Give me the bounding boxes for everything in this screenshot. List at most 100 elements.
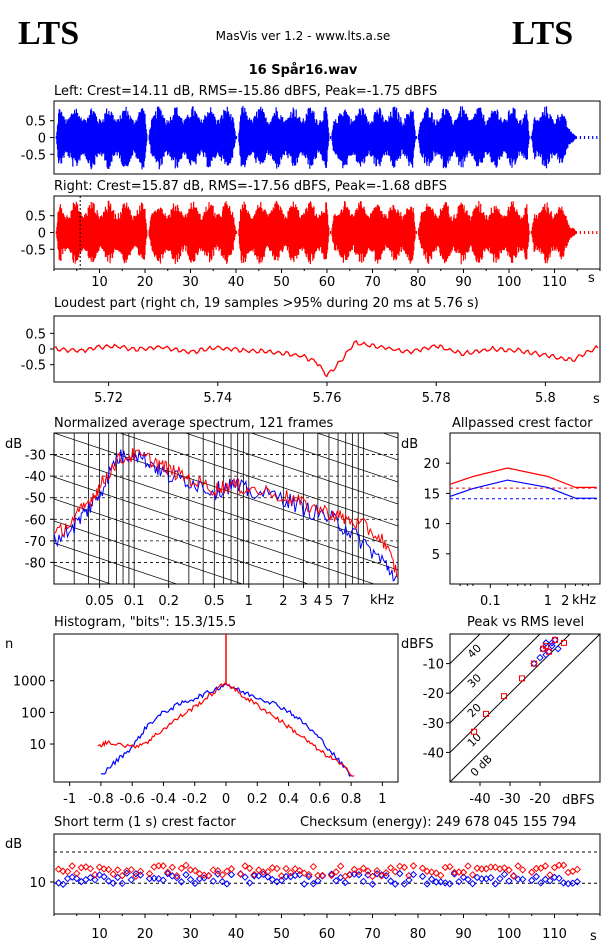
spectrum-frame [53, 432, 399, 585]
allpass-y-unit: dB [401, 437, 418, 452]
wave-xtick-label: 90 [455, 275, 472, 290]
shortterm-right-point [487, 863, 495, 871]
shortterm-right-point [555, 861, 563, 869]
shortterm-left-point [305, 872, 313, 881]
loudest-ytick-label: -0.5 [21, 359, 46, 374]
histogram-xtick-label: 1 [378, 792, 386, 807]
shortterm-xtick-label: 110 [542, 927, 567, 942]
shortterm-left-point [464, 875, 472, 884]
shortterm-left-point [227, 870, 236, 879]
shortterm-right-point [223, 867, 231, 875]
shortterm-right-point [68, 862, 76, 870]
wave-xtick-label: 30 [182, 275, 199, 290]
shortterm-left-point [532, 872, 541, 881]
shortterm-xtick-label: 40 [228, 927, 245, 942]
shortterm-left-point [173, 873, 181, 882]
wave-xtick-label: 40 [228, 275, 245, 290]
shortterm-right-point [154, 862, 163, 870]
shortterm-left-point [500, 870, 509, 879]
shortterm-left-point [341, 878, 349, 887]
shortterm-right-point [113, 866, 122, 874]
right-wave-trace [55, 200, 598, 265]
left-wave-path [55, 105, 598, 170]
peakrms-diag-label: 30 [465, 671, 484, 690]
spectrum-slope-line [54, 498, 310, 584]
allpass-left-trace [449, 479, 597, 499]
checksum-text: Checksum (energy): 249 678 045 155 794 [300, 815, 576, 830]
shortterm-right-point [318, 871, 327, 880]
histogram-y-unit: n [5, 637, 13, 652]
peakrms-crest-line [450, 634, 481, 665]
loudest-label: Loudest part (right ch, 19 samples >95% … [54, 296, 479, 311]
shortterm-right-point [377, 872, 386, 880]
shortterm-right-point [382, 869, 390, 877]
spectrum-ytick-label: -50 [25, 492, 46, 507]
shortterm-label: Short term (1 s) crest factor [54, 815, 236, 830]
shortterm-right-point [104, 865, 113, 874]
shortterm-right-point [159, 862, 167, 870]
shortterm-left-point [118, 879, 126, 888]
shortterm-left-point [159, 876, 167, 884]
shortterm-left-point [400, 880, 409, 888]
shortterm-right-point [86, 864, 95, 873]
loudest-x-unit: s [593, 392, 600, 407]
shortterm-right-point [509, 872, 518, 880]
logo-right: LTS [512, 15, 573, 52]
spectrum-xtick-label: 1 [245, 594, 253, 609]
shortterm-right-point [309, 862, 318, 871]
spectrum-ytick-label: -70 [25, 535, 46, 550]
spectrum-y-unit: dB [5, 437, 22, 452]
shortterm-right-point [409, 862, 418, 870]
shortterm-left-point [259, 870, 268, 879]
shortterm-left-point [359, 877, 368, 886]
allpass-ytick-label: 20 [423, 457, 440, 472]
shortterm-right-point [182, 861, 190, 870]
loudest-trace [53, 340, 599, 378]
shortterm-left-point [468, 879, 477, 888]
shortterm-right-point [264, 867, 272, 876]
shortterm-left-point [200, 874, 208, 882]
shortterm-right-point [559, 861, 568, 869]
shortterm-right-point [118, 871, 126, 880]
allpass-ytick-label: 10 [423, 518, 440, 533]
allpass-frame [449, 432, 601, 585]
shortterm-left-point [300, 880, 308, 888]
right-wave-label: Right: Crest=15.87 dB, RMS=-17.56 dBFS, … [54, 179, 447, 194]
shortterm-left-point [327, 870, 336, 878]
shortterm-right-point [236, 870, 245, 878]
shortterm-right-point [314, 871, 322, 880]
shortterm-xtick-label: 50 [273, 927, 290, 942]
shortterm-left-point [496, 874, 504, 883]
shortterm-left-point [223, 880, 231, 888]
peakrms-frame [449, 633, 601, 783]
shortterm-right-point [277, 872, 286, 880]
shortterm-left-point [518, 875, 527, 884]
shortterm-right-point [500, 864, 509, 872]
shortterm-left-point [418, 872, 427, 881]
shortterm-right-point [218, 871, 227, 879]
peakrms-x-unit: dBFS [562, 793, 595, 808]
shortterm-left-point [368, 880, 377, 888]
spectrum-xtick-label: 0.1 [124, 594, 145, 609]
shortterm-left-point [514, 875, 522, 884]
shortterm-right-point [241, 862, 249, 870]
loudest-xtick-label: 5.72 [94, 391, 123, 406]
shortterm-right-point [200, 871, 208, 879]
allpass-ytick-label: 5 [432, 548, 440, 563]
left-wave-trace [55, 105, 598, 170]
peakrms-crest-line [450, 634, 541, 724]
shortterm-right-point [514, 862, 522, 870]
shortterm-xtick-label: 30 [182, 927, 199, 942]
shortterm-left-point [432, 878, 440, 886]
shortterm-left-point [177, 878, 186, 886]
spectrum-xtick-label: 7 [342, 594, 350, 609]
histogram-ytick-label: 10 [29, 738, 46, 753]
shortterm-left-point [218, 877, 227, 886]
shortterm-xtick-label: 10 [91, 927, 108, 942]
app-title: MasVis ver 1.2 - www.lts.a.se [216, 29, 391, 43]
spectrum-slope-line [184, 433, 398, 505]
shortterm-xtick-label: 80 [410, 927, 427, 942]
histogram-xtick-label: 0.8 [341, 792, 362, 807]
peakrms-xtick-label: -30 [499, 792, 520, 807]
